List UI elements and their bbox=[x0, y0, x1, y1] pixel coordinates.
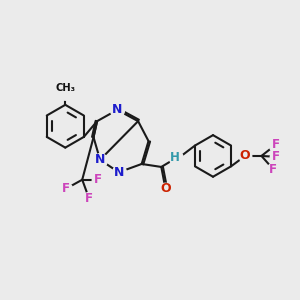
Text: F: F bbox=[272, 138, 279, 152]
Text: CH₃: CH₃ bbox=[55, 83, 75, 93]
Text: F: F bbox=[62, 182, 70, 195]
Text: N: N bbox=[112, 103, 122, 116]
Text: F: F bbox=[85, 192, 93, 205]
Text: O: O bbox=[240, 149, 250, 162]
Text: N: N bbox=[114, 166, 124, 179]
Text: F: F bbox=[269, 163, 277, 176]
Text: F: F bbox=[94, 173, 102, 186]
Text: F: F bbox=[272, 150, 280, 163]
Text: O: O bbox=[160, 182, 171, 195]
Text: N: N bbox=[95, 153, 105, 166]
Text: H: H bbox=[170, 151, 180, 164]
